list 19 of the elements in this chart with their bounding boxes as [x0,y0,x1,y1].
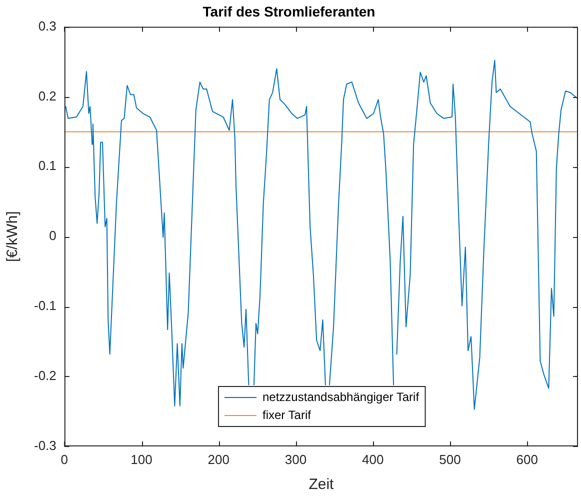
y-tick-label: 0 [49,228,56,244]
y-tick-label: -0.1 [34,298,56,314]
x-tick-label: 100 [130,452,152,467]
legend-label: netzzustandsabhängiger Tarif [262,390,420,404]
legend-label: fixer Tarif [262,408,312,422]
x-tick-label: 400 [362,452,384,467]
x-tick-label: 600 [516,452,538,467]
y-tick-label: 0.3 [38,18,56,34]
x-tick-label: 300 [284,452,307,467]
x-axis-title: Zeit [308,476,335,494]
chart-title: Tarif des Stromlieferanten [202,3,376,20]
x-tick-label: 200 [208,452,230,467]
x-tick-label: 0 [60,452,68,467]
y-tick-label: -0.2 [34,368,56,384]
x-tick-label: 500 [439,452,461,467]
y-tick-label: 0.1 [38,158,56,174]
y-axis-title: [€/kWh] [4,211,22,262]
y-tick-label: -0.3 [34,438,56,453]
y-tick-label: 0.2 [38,88,56,104]
